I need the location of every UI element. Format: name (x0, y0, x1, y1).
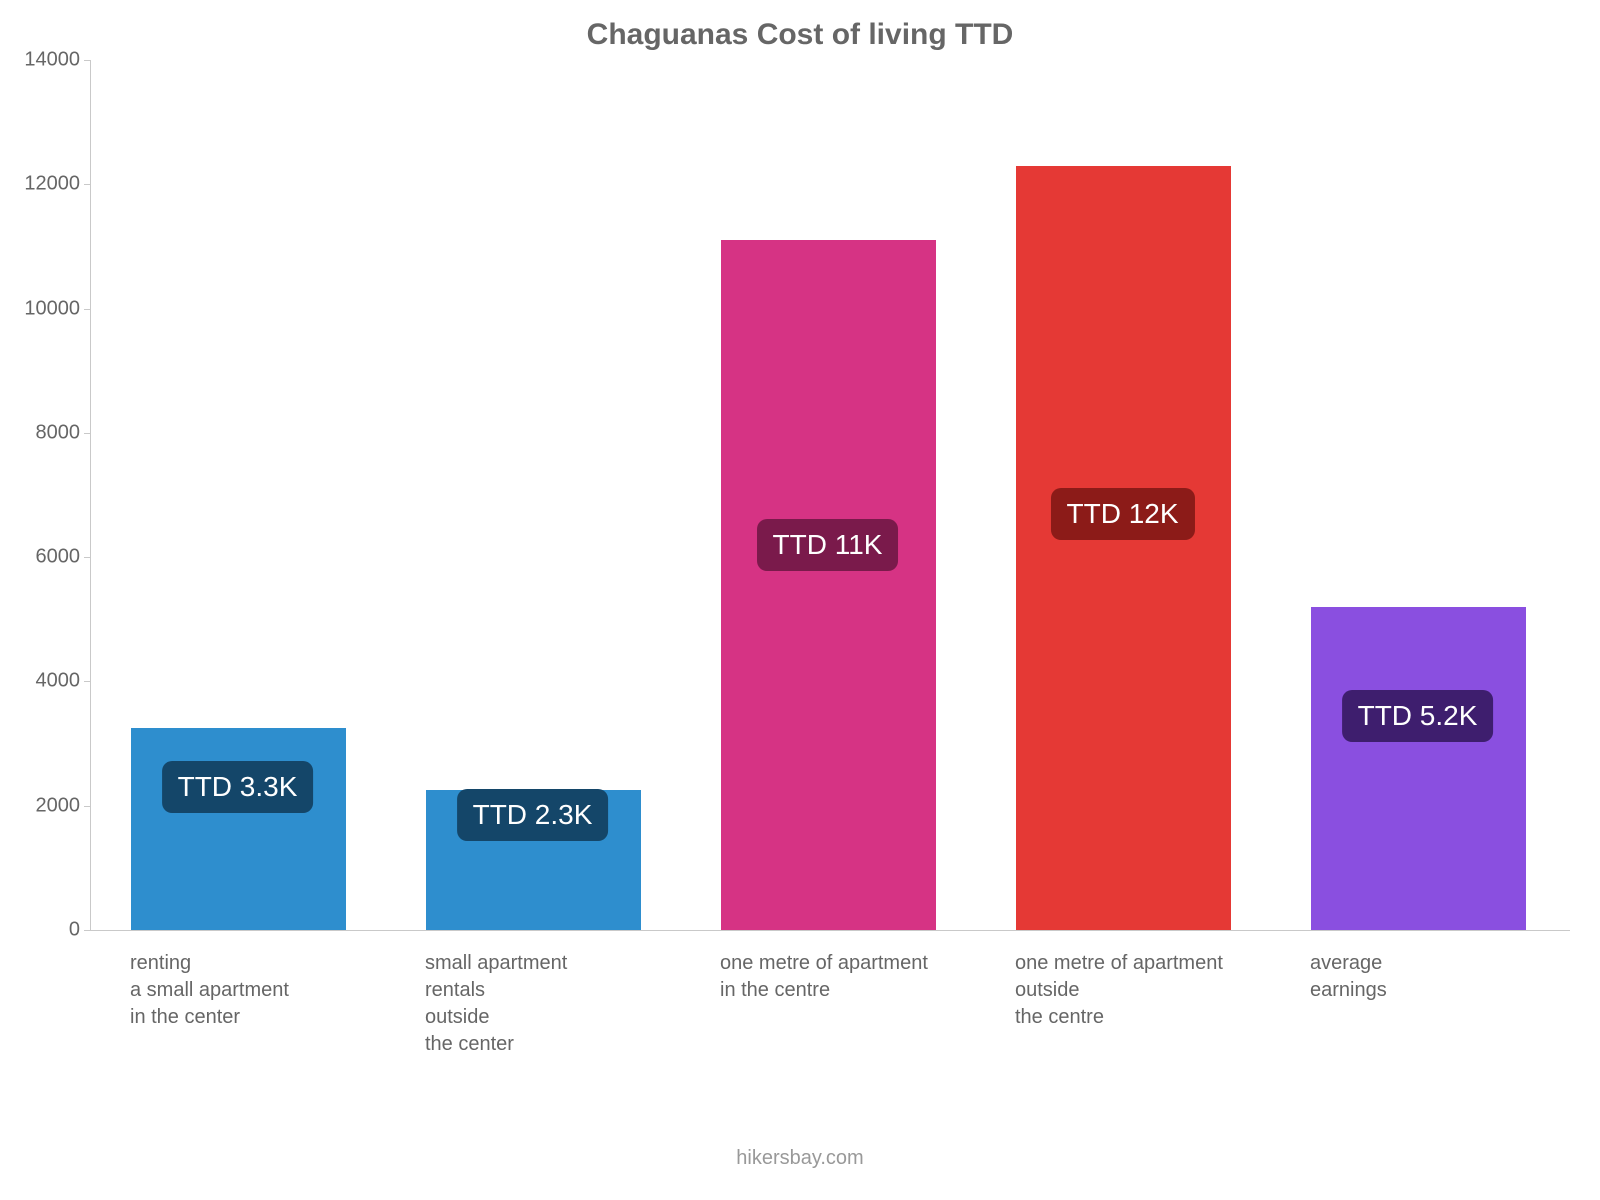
y-tick-label: 6000 (10, 546, 80, 569)
y-tick-label: 14000 (10, 49, 80, 72)
bar (721, 240, 936, 930)
y-tick-label: 10000 (10, 297, 80, 320)
x-tick-label: renting a small apartment in the center (130, 950, 289, 1031)
bar-value-badge: TTD 12K (1050, 488, 1194, 540)
bar (1016, 166, 1231, 930)
y-tick-label: 2000 (10, 794, 80, 817)
bar-value-badge: TTD 5.2K (1342, 690, 1494, 742)
x-tick-label: one metre of apartment outside the centr… (1015, 950, 1223, 1031)
bar-value-badge: TTD 11K (757, 519, 899, 571)
bar (1311, 607, 1526, 930)
bar (131, 728, 346, 930)
attribution-text: hikersbay.com (0, 1147, 1600, 1170)
x-tick-label: average earnings (1310, 950, 1387, 1004)
y-tick-label: 4000 (10, 670, 80, 693)
x-tick-label: small apartment rentals outside the cent… (425, 950, 567, 1058)
bar-value-badge: TTD 3.3K (162, 761, 314, 813)
chart-title: Chaguanas Cost of living TTD (0, 18, 1600, 52)
cost-of-living-chart: Chaguanas Cost of living TTD 0 2000 4000 60… (0, 0, 1600, 1200)
y-tick-label: 0 (10, 919, 80, 942)
x-axis-line (90, 930, 1570, 931)
y-tick-label: 8000 (10, 421, 80, 444)
x-tick-label: one metre of apartment in the centre (720, 950, 928, 1004)
y-tick-label: 12000 (10, 173, 80, 196)
bar-value-badge: TTD 2.3K (457, 789, 609, 841)
